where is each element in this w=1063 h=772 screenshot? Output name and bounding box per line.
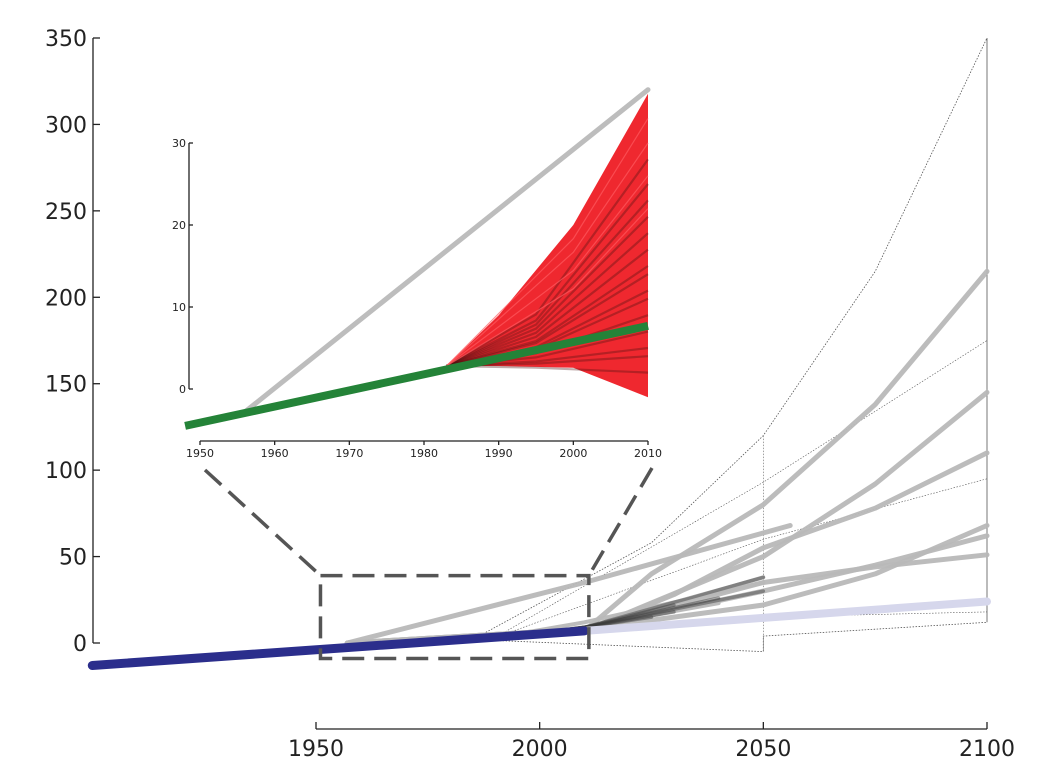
- inset-band-member-7: [446, 273, 649, 368]
- inset-x-tick-label-2010: 2010: [634, 447, 662, 460]
- envelope-inner-2: [494, 611, 988, 639]
- y-tick-label-200: 200: [45, 286, 87, 311]
- inset-y-tick-label-0: 0: [179, 383, 186, 396]
- zoom-box: [318, 573, 591, 661]
- zoom-connector-right: [587, 467, 654, 577]
- y-tick-label-0: 0: [73, 632, 87, 657]
- x-tick-label-1950: 1950: [288, 737, 344, 762]
- y-tick-label-100: 100: [45, 459, 87, 484]
- inset-band-member-5: [446, 248, 649, 368]
- inset-x-tick-label-1990: 1990: [485, 447, 513, 460]
- historical-series: [87, 626, 589, 670]
- inset-band-highlight-0: [445, 118, 649, 367]
- low-scenario-series: [580, 597, 991, 635]
- inset-x-tick-label-1950: 1950: [186, 447, 214, 460]
- inset-y-tick-label-30: 30: [172, 137, 186, 150]
- inset-x-tick-label-1960: 1960: [261, 447, 289, 460]
- inset-band-member-4: [446, 232, 649, 368]
- inset-x-tick-label-1970: 1970: [335, 447, 363, 460]
- inset-y-tick-label-20: 20: [172, 219, 186, 232]
- inset-observed-series: [184, 321, 649, 430]
- inset-clip-group: [184, 87, 651, 430]
- zoom-connector-left: [203, 468, 322, 577]
- y-tick-label-150: 150: [45, 373, 87, 398]
- envelope-inner-0: [494, 340, 988, 639]
- inset-band-member-6: [446, 265, 649, 368]
- inset-x-tick-label-1980: 1980: [410, 447, 438, 460]
- inset-band-member-3: [445, 216, 649, 368]
- y-tick-label-300: 300: [45, 113, 87, 138]
- inset-band-member-2: [445, 199, 649, 367]
- inset-y-tick-label-10: 10: [172, 301, 186, 314]
- envelope-inner-1: [494, 478, 988, 639]
- y-tick-label-50: 50: [59, 546, 87, 571]
- x-tick-label-2100: 2100: [959, 737, 1015, 762]
- x-tick-label-2000: 2000: [512, 737, 568, 762]
- inset-band-highlight-2: [446, 175, 649, 367]
- x-tick-label-2050: 2050: [735, 737, 791, 762]
- envelope-lower: [472, 621, 988, 653]
- inset-band-highlight-1: [445, 142, 649, 367]
- y-tick-label-350: 350: [45, 27, 87, 52]
- inset-x-tick-label-2000: 2000: [559, 447, 587, 460]
- inset-band-member-0: [445, 158, 649, 367]
- zoom-indicator: [203, 467, 654, 661]
- inset-band-member-1: [445, 183, 649, 367]
- y-tick-label-250: 250: [45, 200, 87, 225]
- inset-plot: 0 10 20 30 1950 1960 1970 1980 1990 2000 2010: [172, 87, 662, 460]
- projection-series-0: [344, 268, 990, 646]
- projection-series-3: [344, 523, 793, 646]
- inset-band-highlight-3: [446, 208, 649, 367]
- inset-upper-bound-line: [242, 87, 651, 415]
